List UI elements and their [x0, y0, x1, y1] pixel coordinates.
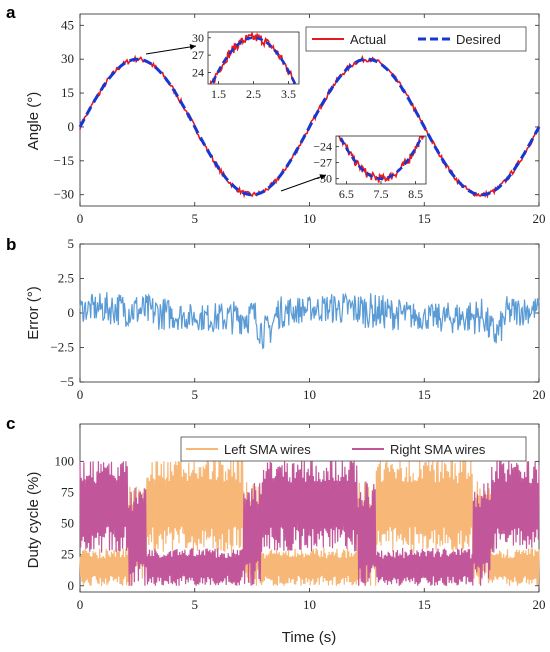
- panel-a-ytick-label: 15: [61, 85, 74, 100]
- panel-b-xtick-label: 0: [77, 387, 84, 402]
- legend-actual-label: Actual: [350, 32, 386, 47]
- inset-2-desired-line: [338, 136, 424, 180]
- panel-b-ytick-label: 2.5: [58, 271, 74, 286]
- panel-b-ytick-label: 5: [68, 236, 75, 251]
- panel-c-ytick-label: 100: [55, 453, 75, 468]
- inset-1-bg: [208, 32, 299, 84]
- panel-label-b: b: [6, 235, 16, 254]
- panel-a-xtick-label: 0: [77, 211, 84, 226]
- panel-c-xtick-label: 5: [192, 597, 199, 612]
- panel-b-xtick-label: 5: [192, 387, 199, 402]
- inset-1-group: [208, 32, 297, 84]
- inset-2-arrow: [280, 174, 327, 192]
- panel-a-ytick-label: −30: [54, 187, 74, 202]
- panel-c-xtick-label: 10: [303, 597, 316, 612]
- ylabel-c: Duty cycle (%): [25, 472, 42, 569]
- panel-a-xtick-label: 20: [533, 211, 546, 226]
- legend-left-label: Left SMA wires: [224, 442, 311, 457]
- panel-label-a: a: [6, 3, 16, 22]
- right-sma-line: [79, 461, 540, 586]
- ylabel-b: Error (°): [25, 286, 42, 340]
- panel-c-ytick-label: 0: [68, 578, 75, 593]
- inset-2-actual-line: [338, 136, 425, 183]
- panel-c-xtick-label: 0: [77, 597, 84, 612]
- legend-desired-label: Desired: [456, 32, 501, 47]
- panel-a-ytick-label: 30: [61, 51, 74, 66]
- panel-c-ytick-label: 50: [61, 516, 74, 531]
- inset-2-xtick-label: 6.5: [339, 187, 354, 201]
- inset-2-ytick-label: −24: [313, 140, 332, 154]
- panel-b-ytick-label: −2.5: [50, 340, 74, 355]
- panel-b-ytick-label: −5: [60, 374, 74, 389]
- inset-1-ytick-label: 27: [192, 48, 204, 62]
- inset-1-arrow: [145, 43, 197, 55]
- inset-2-ytick-label: −27: [313, 156, 332, 170]
- panel-b-xtick-label: 15: [418, 387, 431, 402]
- panel-label-c: c: [6, 414, 15, 433]
- panel-b-ytick-label: 0: [68, 305, 75, 320]
- inset-2-xtick-label: 8.5: [408, 187, 423, 201]
- xlabel-c: Time (s): [282, 629, 336, 646]
- panel-a-ytick-label: 0: [68, 119, 75, 134]
- inset-1-ytick-label: 24: [192, 65, 204, 79]
- panel-c-xtick-label: 15: [418, 597, 431, 612]
- error-line: [79, 292, 540, 350]
- inset-1-clipped: [208, 32, 297, 84]
- inset-1-ytick-label: 30: [192, 31, 204, 45]
- inset-1-xtick-label: 3.5: [281, 87, 296, 101]
- panel-c-ytick-label: 25: [61, 547, 74, 562]
- ylabel-a: Angle (°): [25, 92, 42, 151]
- inset-2-xtick-label: 7.5: [374, 187, 389, 201]
- inset-1-desired-line: [210, 36, 297, 84]
- panel-a-ytick-label: 45: [61, 17, 74, 32]
- inset-2-group: [338, 136, 425, 183]
- inset-2-clipped: [338, 136, 425, 183]
- panel-a-xtick-label: 5: [192, 211, 199, 226]
- panel-a-xtick-label: 10: [303, 211, 316, 226]
- panel-a-ytick-label: −15: [54, 153, 74, 168]
- inset-1-xtick-label: 2.5: [246, 87, 261, 101]
- panel-b-xtick-label: 20: [533, 387, 546, 402]
- panel-b-xtick-label: 10: [303, 387, 316, 402]
- panel-c-ytick-label: 75: [61, 484, 74, 499]
- panel-c-xtick-label: 20: [533, 597, 546, 612]
- inset-1-xtick-label: 1.5: [211, 87, 226, 101]
- panel-a-xtick-label: 15: [418, 211, 431, 226]
- desired-line: [78, 57, 541, 197]
- left-sma-line: [79, 461, 540, 586]
- legend-right-label: Right SMA wires: [390, 442, 486, 457]
